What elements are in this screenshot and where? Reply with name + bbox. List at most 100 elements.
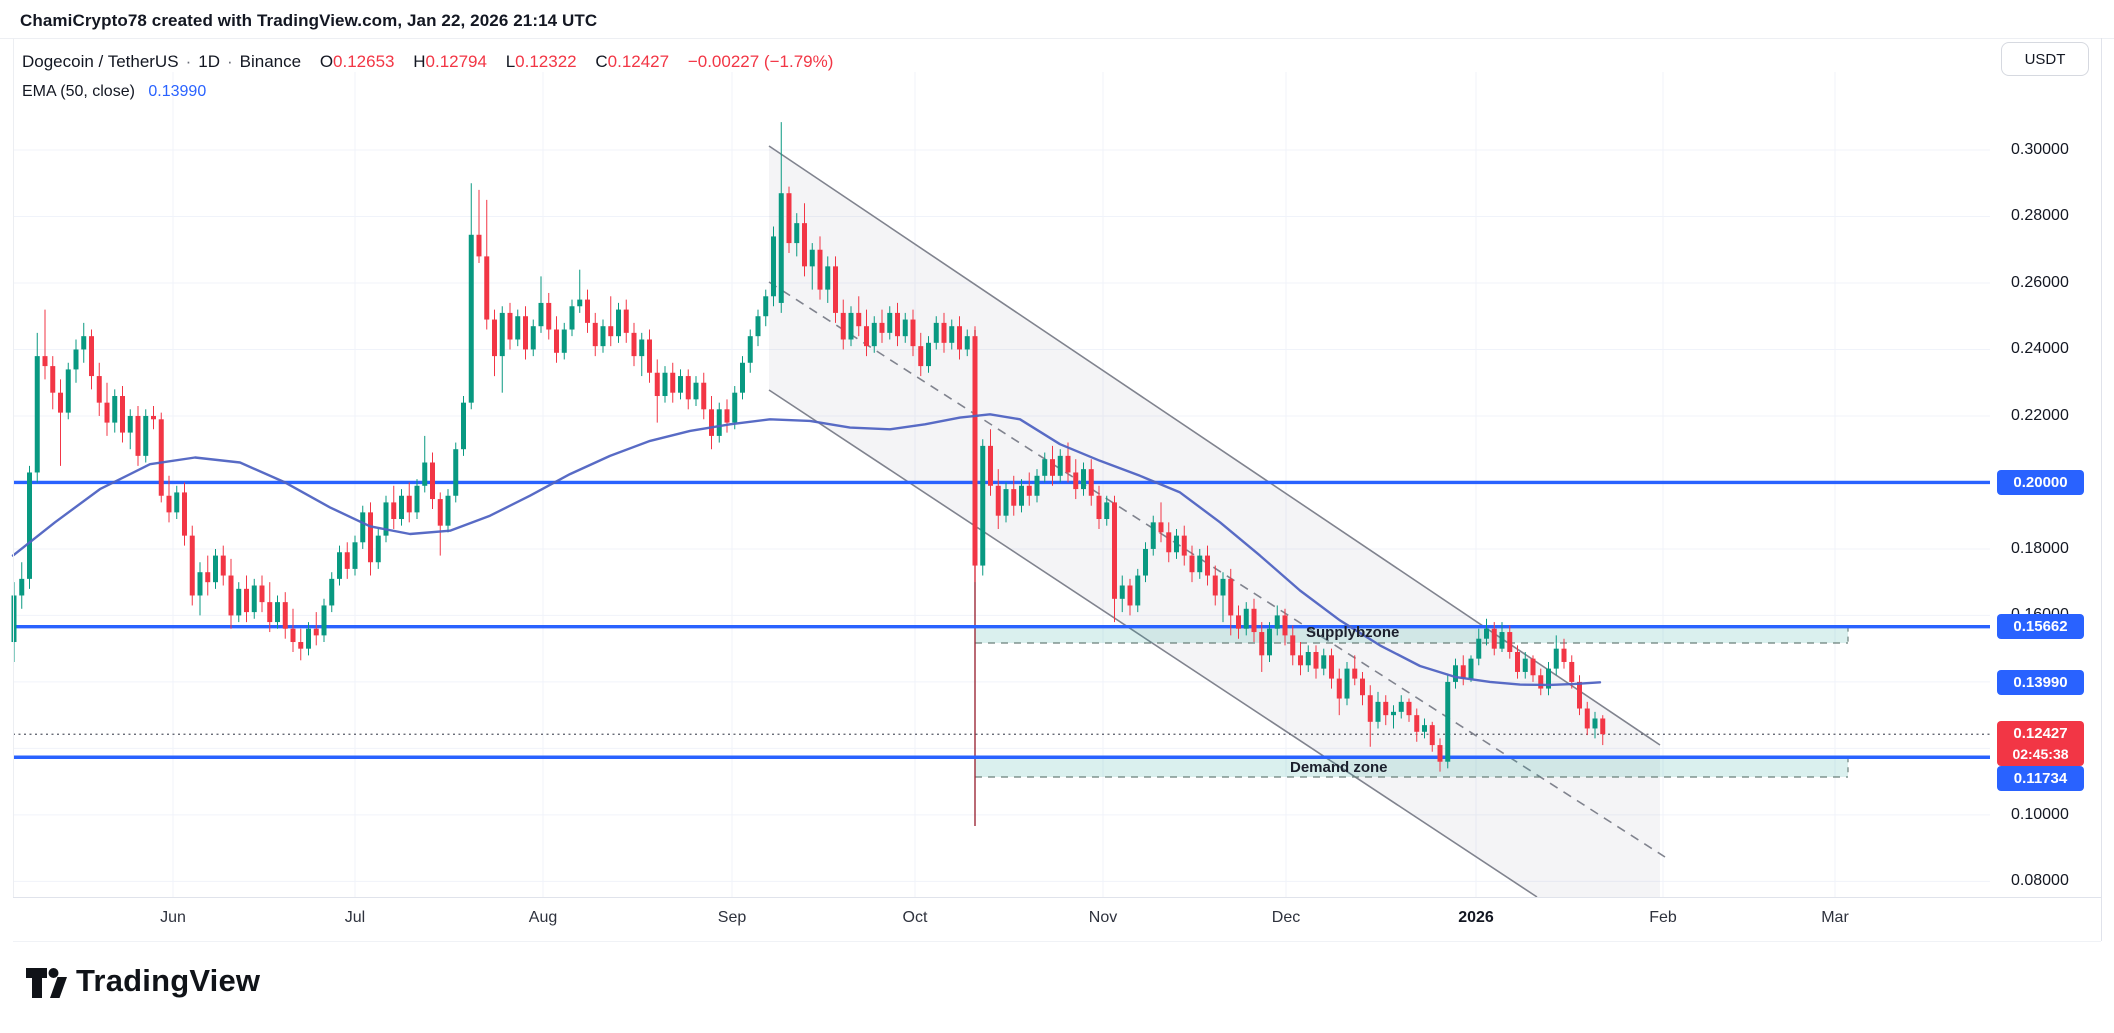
candle-body — [1298, 655, 1303, 666]
ema-indicator-label[interactable]: EMA (50, close) — [22, 83, 135, 100]
price-badge-demand-level[interactable]: 0.11734 — [1997, 766, 2084, 792]
candle-body — [1429, 725, 1435, 746]
tradingview-logo-text[interactable]: TradingView — [76, 963, 261, 998]
candle-body — [1212, 575, 1218, 596]
candle-body — [329, 578, 335, 606]
candle-body — [81, 336, 87, 350]
symbol-interval[interactable]: 1D — [198, 52, 220, 71]
price-badge-level-20000[interactable]: 0.20000 — [1997, 469, 2084, 495]
symbol-name[interactable]: Dogecoin / TetherUS — [22, 52, 179, 71]
header-divider — [0, 38, 2114, 39]
supply-zone-label[interactable]: Supplybzone — [1306, 624, 1400, 641]
candle-body — [1042, 459, 1048, 476]
ohlc-open: O0.12653 — [320, 52, 395, 71]
candle-body — [158, 419, 164, 496]
candle-body — [1561, 648, 1567, 662]
price-badge-last-price: 0.12427 02:45:38 — [1997, 721, 2084, 767]
candle-body — [1584, 708, 1590, 729]
symbol-data-line[interactable]: Dogecoin / TetherUS · 1D · Binance O0.12653 … — [22, 52, 833, 72]
price-tick-0.08000: 0.08000 — [2011, 872, 2069, 890]
candle-body — [755, 316, 761, 337]
candle-body — [1460, 665, 1466, 679]
candle-body — [926, 342, 931, 367]
ohlc-low: L0.12322 — [506, 52, 577, 71]
candle-body — [96, 376, 102, 403]
candle-body — [1228, 578, 1234, 616]
candle-body — [747, 336, 753, 363]
candle-body — [895, 312, 900, 337]
card-left-divider — [13, 38, 14, 897]
high-label: H — [413, 52, 426, 71]
candle-body — [1150, 522, 1156, 549]
candle-body — [530, 326, 536, 350]
candle-body — [616, 309, 621, 337]
indicator-legend[interactable]: EMA (50, close) 0.13990 — [22, 83, 206, 101]
candle-body — [1065, 455, 1071, 473]
candle-body — [11, 595, 17, 643]
channel-lower-line — [768, 389, 1538, 898]
candle-body — [298, 642, 304, 649]
candle-body — [499, 312, 505, 357]
candle-body — [693, 382, 699, 400]
candle-body — [802, 223, 807, 267]
candle-body — [19, 578, 25, 596]
month-label-Feb: Feb — [1649, 909, 1677, 926]
candle-body — [1088, 469, 1094, 496]
candle-body — [1491, 628, 1497, 649]
price-change: −0.00227 (−1.79%) — [687, 52, 834, 71]
candle-body — [980, 445, 986, 566]
symbol-exchange[interactable]: Binance — [239, 52, 302, 71]
candle-body — [313, 628, 319, 636]
month-label-Jun: Jun — [160, 909, 186, 926]
candle-body — [143, 415, 149, 456]
candle-body — [1026, 485, 1032, 496]
price-tick-0.26000: 0.26000 — [2011, 273, 2069, 291]
candle-body — [933, 322, 939, 343]
candle-body — [825, 266, 831, 290]
candle-body — [1360, 678, 1365, 696]
candle-body — [65, 369, 71, 413]
candle-body — [701, 382, 707, 410]
candle-body — [1282, 615, 1288, 636]
candle-body — [918, 346, 924, 367]
ema-indicator-value: 0.13990 — [148, 83, 207, 100]
candle-body — [1104, 502, 1110, 520]
candle-body — [1143, 548, 1148, 576]
candle-body — [58, 392, 63, 413]
currency-toggle-button[interactable]: USDT — [2001, 42, 2089, 76]
open-label: O — [319, 52, 334, 71]
candle-body — [647, 339, 652, 373]
candle-body — [1081, 469, 1086, 490]
price-badge-ema-value: 0.13990 — [1997, 669, 2084, 695]
attribution-text: ChamiCrypto78 created with TradingView.c… — [20, 11, 598, 30]
candle-body — [321, 605, 327, 636]
candle-body — [809, 249, 815, 267]
demand-zone-label[interactable]: Demand zone — [1290, 759, 1388, 776]
candle-body — [306, 628, 311, 649]
candle-body — [437, 499, 443, 526]
candle-body — [1546, 668, 1551, 689]
candle-body — [871, 322, 877, 347]
candle-body — [476, 234, 482, 257]
candle-body — [50, 366, 56, 393]
candle-body — [507, 312, 513, 340]
candle-body — [197, 572, 203, 596]
candle-body — [1205, 555, 1210, 576]
candle-body — [957, 326, 962, 350]
candle-body — [771, 236, 776, 297]
candle-body — [709, 409, 714, 436]
candle-body — [182, 492, 187, 536]
high-value: 0.12794 — [425, 52, 487, 71]
close-label: C — [595, 52, 608, 71]
candle-body — [1197, 555, 1203, 573]
candle-body — [778, 193, 784, 303]
tradingview-logo-icon[interactable] — [26, 966, 72, 1000]
candle-body — [515, 316, 521, 340]
candle-body — [1453, 665, 1458, 682]
candle-body — [678, 376, 683, 393]
candle-body — [461, 402, 466, 450]
price-badge-supply-level[interactable]: 0.15662 — [1997, 614, 2084, 640]
candle-body — [422, 462, 428, 486]
candle-body — [864, 326, 869, 347]
